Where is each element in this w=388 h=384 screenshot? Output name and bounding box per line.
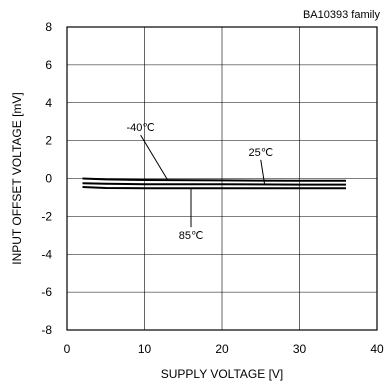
y-tick-label: 4 bbox=[45, 96, 52, 110]
y-tick-label: -8 bbox=[41, 323, 52, 337]
y-tick-label: -2 bbox=[41, 209, 52, 223]
x-tick-label: 40 bbox=[370, 342, 384, 356]
y-axis-label: INPUT OFFSET VOLTAGE [mV] bbox=[10, 92, 24, 264]
series-line-0 bbox=[82, 177, 346, 182]
plot-area bbox=[66, 26, 378, 331]
y-tick-label: -4 bbox=[41, 247, 52, 261]
series-label: 25℃ bbox=[248, 147, 273, 159]
y-tick-label: 2 bbox=[45, 134, 52, 148]
grid bbox=[66, 26, 378, 331]
x-tick-label: 20 bbox=[215, 342, 229, 356]
y-tick-label: 8 bbox=[45, 20, 52, 34]
series-group bbox=[82, 177, 346, 190]
annotation-leader bbox=[260, 159, 266, 185]
y-tick-label: 6 bbox=[45, 58, 52, 72]
x-axis-label: SUPPLY VOLTAGE [V] bbox=[161, 367, 284, 381]
series-label: -40℃ bbox=[126, 122, 154, 134]
series-line-2 bbox=[82, 186, 346, 190]
tick-labels: 0 10 20 30 40 -8 -6 -4 -2 0 2 4 6 8 bbox=[41, 20, 384, 356]
annotation-leader bbox=[140, 134, 169, 181]
series-line-1 bbox=[82, 182, 346, 186]
series-label: 85℃ bbox=[179, 230, 204, 242]
x-tick-label: 10 bbox=[138, 342, 152, 356]
x-tick-label: 0 bbox=[64, 342, 71, 356]
chart-note: BA10393 family bbox=[303, 9, 381, 21]
annotations: -40℃ 25℃ 85℃ bbox=[126, 122, 273, 242]
y-tick-label: -6 bbox=[41, 285, 52, 299]
y-tick-label: 0 bbox=[45, 172, 52, 186]
x-tick-label: 30 bbox=[293, 342, 307, 356]
